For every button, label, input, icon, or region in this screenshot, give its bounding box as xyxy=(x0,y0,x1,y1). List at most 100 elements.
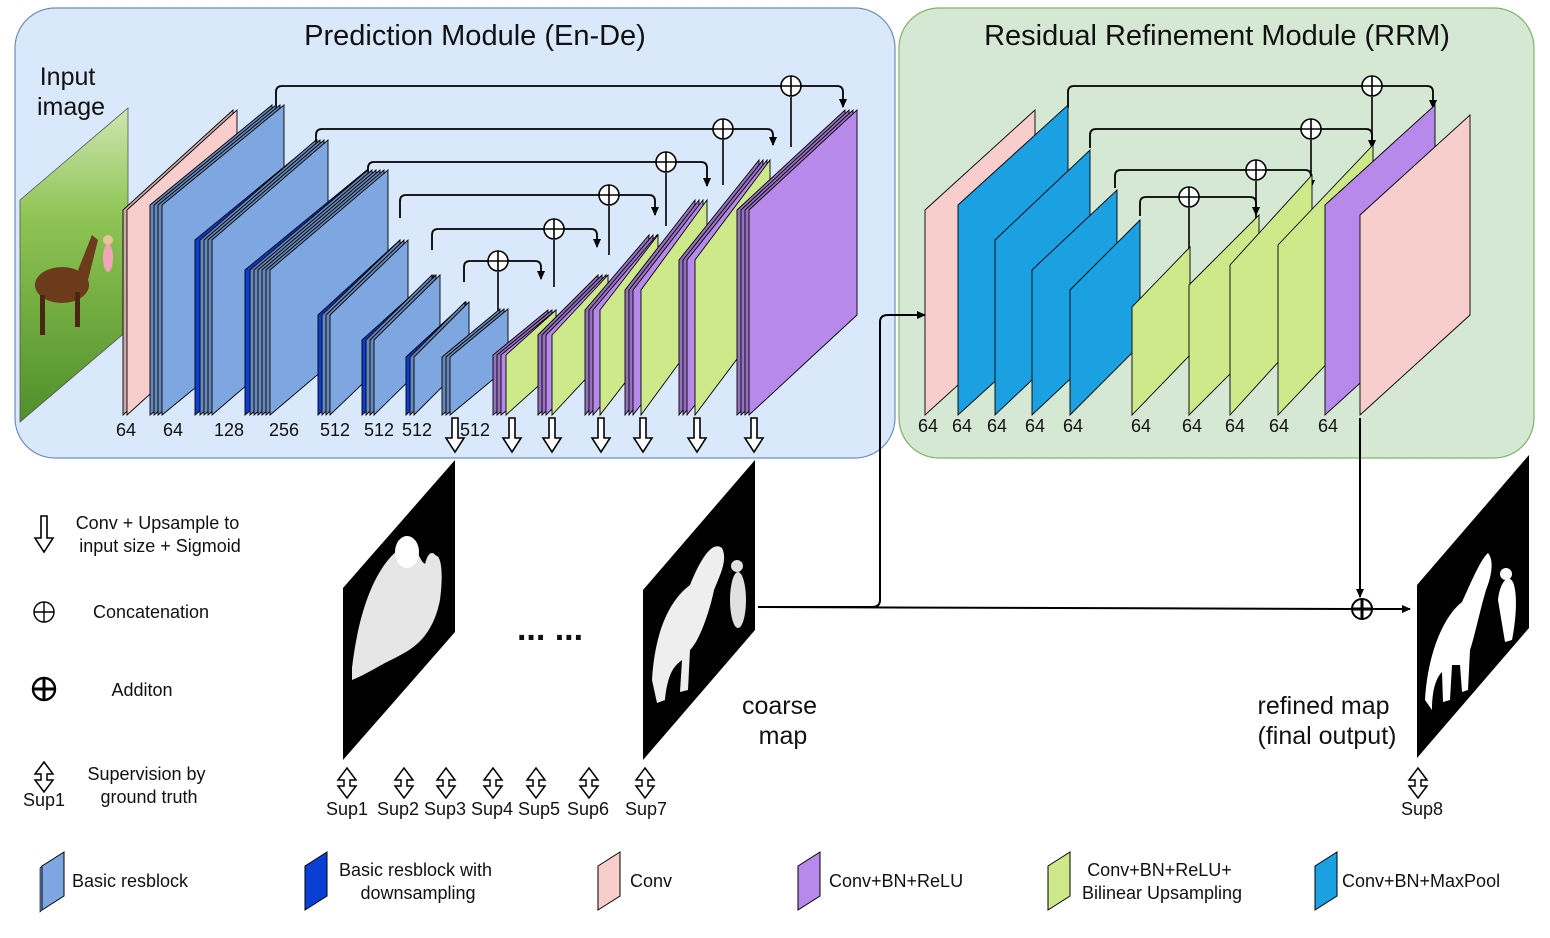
supervision-arrow-icon xyxy=(634,766,656,800)
concatenation-icon xyxy=(1245,159,1267,181)
channel-label: 64 xyxy=(1182,416,1202,436)
skip-connection-line xyxy=(1114,169,1315,189)
input-image-label: Input image xyxy=(37,63,105,121)
supervision-legend-line1: Supervision by xyxy=(87,764,205,784)
ellipsis: ... ... xyxy=(517,610,583,648)
coarse-label-line1: coarse xyxy=(742,692,817,720)
upsampling-swatch xyxy=(1047,851,1071,911)
refinement-channel-labels: 64 64 64 64 64 64 64 64 64 64 xyxy=(918,416,1338,436)
coarse-map xyxy=(643,460,755,760)
upsampling-line1: Conv+BN+ReLU+ xyxy=(1087,860,1232,880)
supervision-legend-text: Supervision by ground truth xyxy=(87,764,210,807)
concatenation-icon xyxy=(598,184,620,206)
concatenation-icon xyxy=(655,151,677,173)
upsample-arrow-icon xyxy=(33,515,55,554)
sup-label: Sup2 xyxy=(377,799,419,819)
channel-label: 512 xyxy=(460,420,490,440)
maxpool-legend-text: Conv+BN+MaxPool xyxy=(1342,871,1500,891)
skip-connection-line xyxy=(315,128,777,148)
sup-label: Sup1 xyxy=(326,799,368,819)
resblock-down-line1: Basic resblock with xyxy=(339,860,492,880)
maxpool-swatch xyxy=(1314,851,1338,911)
supervision-arrow-icon xyxy=(33,760,55,794)
refined-label-line1: refined map xyxy=(1258,692,1390,720)
resblock-legend-text: Basic resblock xyxy=(72,871,189,891)
side-output-arrow-icon xyxy=(501,417,523,454)
refined-label-line2: (final output) xyxy=(1258,722,1397,750)
skip-connection-line xyxy=(367,161,711,188)
resblock-down-swatch xyxy=(304,851,328,911)
coarse-map-label: coarse map xyxy=(742,692,824,750)
resblock-swatch xyxy=(41,851,65,911)
legend-item-conv-bn-relu: Conv+BN+ReLU xyxy=(797,851,963,911)
skip-connection-line xyxy=(1067,85,1437,109)
channel-label: 64 xyxy=(952,416,972,436)
legend-item-resblock: Basic resblock xyxy=(39,851,189,913)
side-output-arrows xyxy=(444,417,765,454)
skip-connection-line xyxy=(431,228,601,250)
concatenation-icon xyxy=(33,601,55,623)
supervision-arrow-icon xyxy=(578,766,600,800)
upsample-legend-line2: input size + Sigmoid xyxy=(79,536,241,556)
legend-item-upsampling: Conv+BN+ReLU+ Bilinear Upsampling xyxy=(1047,851,1242,911)
legend-item-resblock-down: Basic resblock with downsampling xyxy=(304,851,497,911)
sup-label: Sup5 xyxy=(518,799,560,819)
supervision-arrow-icon xyxy=(336,766,358,800)
addition-legend-text: Additon xyxy=(111,680,172,700)
concatenation-icon xyxy=(780,75,802,97)
side-output-map-1 xyxy=(343,460,455,760)
rrm-conv-out xyxy=(1359,113,1471,417)
side-output-arrow-icon xyxy=(590,417,612,454)
legend-item-conv: Conv xyxy=(597,851,672,911)
channel-label: 64 xyxy=(1225,416,1245,436)
side-output-arrow-icon xyxy=(686,417,708,454)
sup-label: Sup6 xyxy=(567,799,609,819)
channel-label: 64 xyxy=(1318,416,1338,436)
channel-label: 256 xyxy=(269,420,299,440)
sup-label: Sup4 xyxy=(471,799,513,819)
conv-legend-text: Conv xyxy=(630,871,672,891)
concatenation-icon xyxy=(487,250,509,272)
refined-map xyxy=(1417,455,1529,758)
skip-connection-line xyxy=(1089,128,1376,149)
coarse-label-line2: map xyxy=(759,722,808,750)
supervision-example-label: Sup1 xyxy=(23,790,65,810)
skip-connection-line xyxy=(275,85,847,108)
refinement-module-title: Residual Refinement Module (RRM) xyxy=(984,20,1450,52)
decoder-conv-1 xyxy=(748,108,858,417)
resblock-down-line2: downsampling xyxy=(360,883,475,903)
resblock-down-legend-text: Basic resblock with downsampling xyxy=(339,860,497,903)
supervision-arrow-icon xyxy=(393,766,415,800)
supervision-labels: Sup1 Sup2 Sup3 Sup4 Sup5 Sup6 Sup7 Sup8 xyxy=(326,799,1443,819)
upsampling-line2: Bilinear Upsampling xyxy=(1082,883,1242,903)
side-output-arrow-icon xyxy=(541,417,563,454)
supervision-markers xyxy=(336,766,1429,800)
channel-label: 64 xyxy=(116,420,136,440)
channel-label: 512 xyxy=(320,420,350,440)
side-output-arrow-icon xyxy=(743,417,765,454)
conv-swatch xyxy=(597,851,621,911)
channel-label: 128 xyxy=(214,420,244,440)
concatenation-legend-text: Concatenation xyxy=(93,602,209,622)
concatenation-icon xyxy=(1178,186,1200,208)
channel-label: 64 xyxy=(1269,416,1289,436)
skip-connections xyxy=(275,85,1437,319)
channel-label: 512 xyxy=(402,420,432,440)
input-label-line2: image xyxy=(37,93,105,121)
sup-label: Sup8 xyxy=(1401,799,1443,819)
legend-item-maxpool: Conv+BN+MaxPool xyxy=(1314,851,1500,911)
skip-connection-line xyxy=(399,194,659,218)
channel-label: 64 xyxy=(918,416,938,436)
prediction-module-title: Prediction Module (En-De) xyxy=(304,20,646,52)
input-label-line1: Input xyxy=(40,63,96,91)
supervision-arrow-icon xyxy=(1407,766,1429,800)
concatenation-icon xyxy=(543,218,565,240)
side-legend: Conv + Upsample to input size + Sigmoid … xyxy=(23,513,241,810)
upsample-legend-line1: Conv + Upsample to xyxy=(76,513,240,533)
sup-label: Sup3 xyxy=(424,799,466,819)
addition-icon xyxy=(1351,598,1373,620)
channel-label: 512 xyxy=(364,420,394,440)
supervision-arrow-icon xyxy=(435,766,457,800)
coarse-to-addition-line xyxy=(757,606,1353,610)
